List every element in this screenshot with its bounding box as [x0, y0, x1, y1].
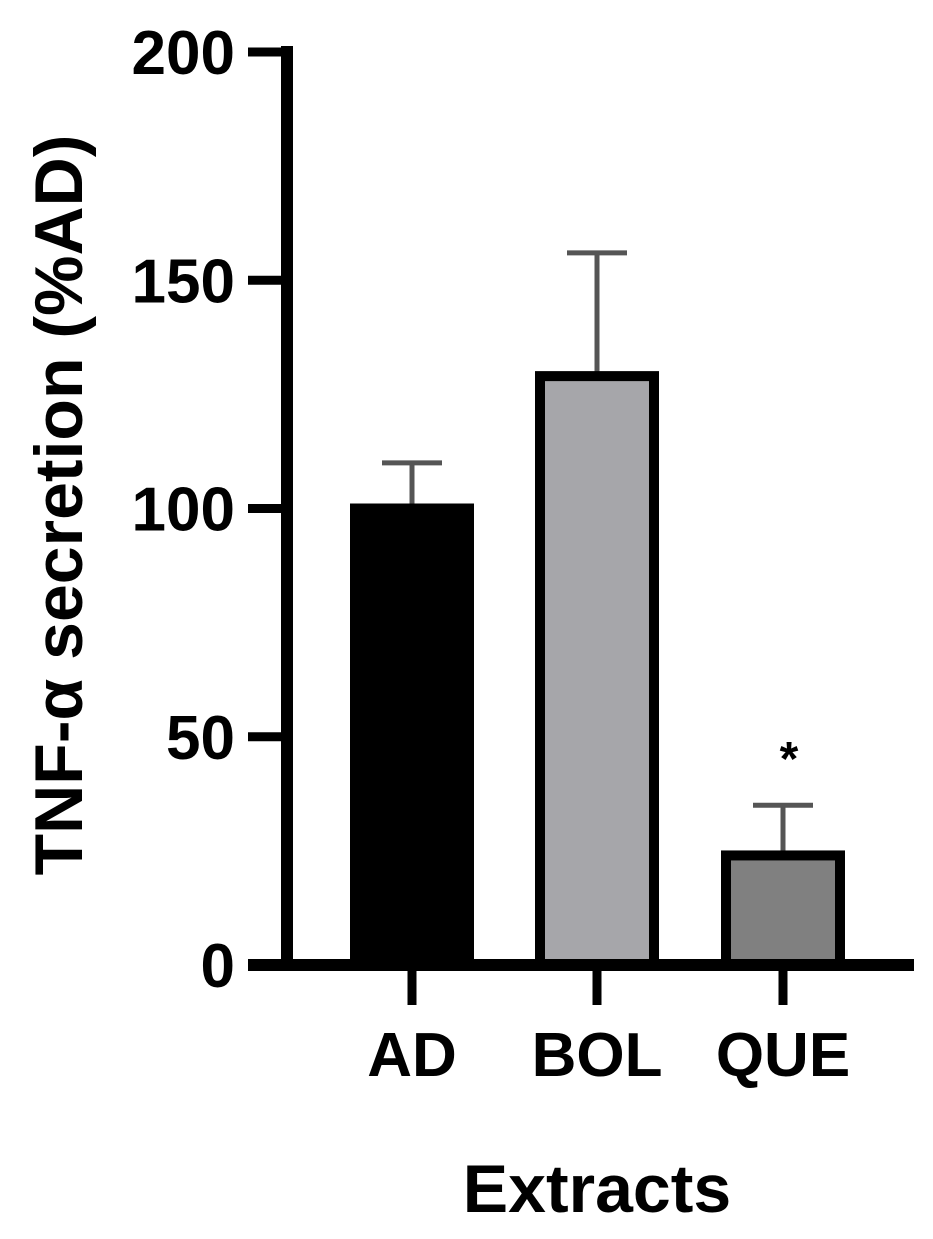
- error-bars: [382, 250, 813, 856]
- y-tick-label-0: 0: [201, 932, 235, 1001]
- y-axis-title: TNF-α secretion (%AD): [21, 135, 97, 876]
- y-tick-label-100: 100: [132, 476, 235, 545]
- x-ticks: AD BOL QUE: [367, 965, 850, 1090]
- bar-bol: [535, 371, 659, 970]
- y-tick-label-50: 50: [166, 704, 235, 773]
- annotations: *: [780, 733, 799, 786]
- x-tick-label-que: QUE: [716, 1021, 850, 1090]
- x-tick-label-ad: AD: [367, 1021, 457, 1090]
- bar-ad: [350, 503, 474, 970]
- x-axis-title: Extracts: [463, 1151, 731, 1227]
- y-ticks: 0 50 100 150 200: [132, 19, 287, 1001]
- significance-marker-que: *: [780, 733, 799, 786]
- bar-que: [721, 850, 845, 970]
- y-tick-label-150: 150: [132, 247, 235, 316]
- y-tick-label-200: 200: [132, 19, 235, 88]
- x-tick-label-bol: BOL: [532, 1021, 663, 1090]
